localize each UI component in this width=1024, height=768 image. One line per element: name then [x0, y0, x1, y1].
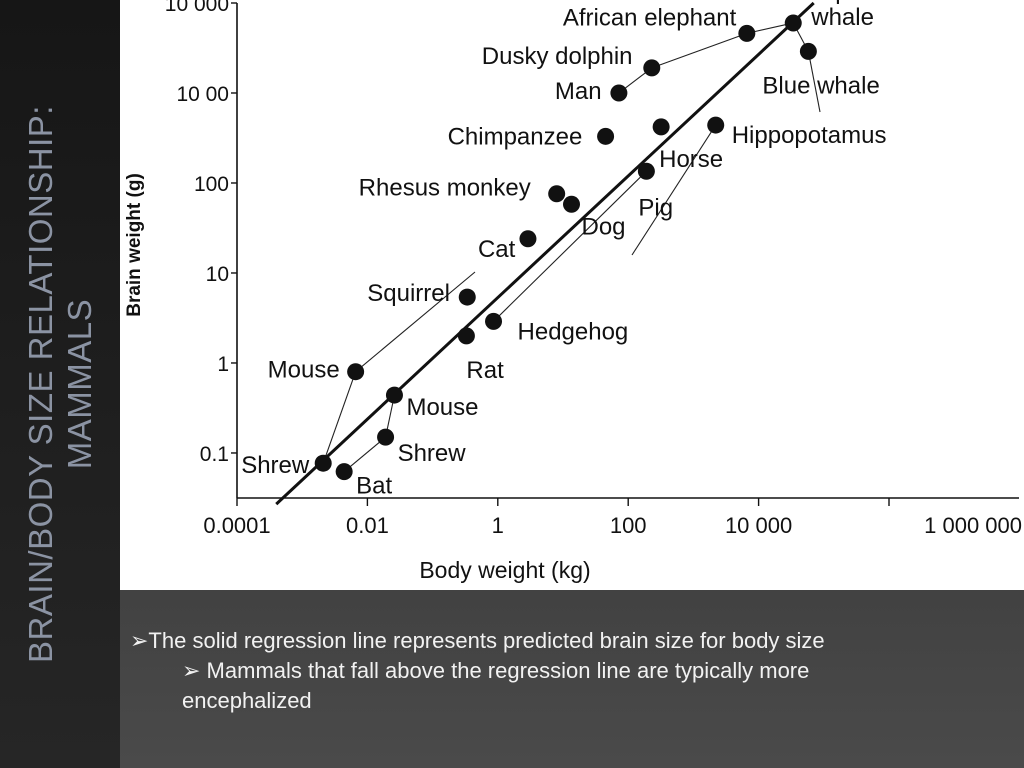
y-tick-label: 10 00: [176, 83, 229, 106]
data-point: [385, 386, 403, 404]
point-label-whale: whale: [810, 4, 874, 31]
point-label: Hedgehog: [518, 318, 629, 345]
data-point: [458, 288, 476, 306]
point-label: Pig: [638, 194, 673, 221]
data-point: [799, 42, 817, 60]
point-label-sperm: Sperm: [819, 0, 890, 5]
data-point: [562, 195, 580, 213]
point-label: Shrew: [398, 440, 467, 467]
x-tick-label: 10 000: [725, 513, 792, 538]
bullet-regression-line: ➢The solid regression line represents pr…: [130, 628, 825, 653]
x-tick-label: 100: [610, 513, 647, 538]
x-tick-label: 1: [492, 513, 504, 538]
data-point: [637, 162, 655, 180]
point-label: Rhesus monkey: [359, 175, 531, 202]
bullet-encephalized-line1: Mammals that fall above the regression l…: [200, 658, 810, 683]
point-label: Mouse: [268, 357, 340, 384]
data-point: [597, 127, 615, 145]
data-point: [738, 24, 756, 42]
y-tick-label: 10 000: [165, 0, 229, 16]
y-tick-label: 10: [206, 263, 229, 286]
data-point: [643, 59, 661, 77]
data-point: [314, 454, 332, 472]
bullet-encephalized: ➢ Mammals that fall above the regression…: [182, 656, 1010, 686]
point-label: Shrew: [241, 452, 310, 479]
data-point: [707, 116, 725, 134]
point-label: Hippopotamus: [732, 122, 887, 149]
group-trend-line: [807, 51, 821, 113]
data-point: [519, 230, 537, 248]
slide-title: BRAIN/BODY SIZE RELATIONSHIP: MAMMALS: [21, 34, 99, 734]
point-label: Bat: [356, 473, 392, 500]
x-tick-label: 0.0001: [203, 513, 270, 538]
x-tick-label: 1 000 000: [924, 513, 1022, 538]
data-point: [485, 312, 503, 330]
data-point: [548, 185, 566, 203]
x-axis-label: Body weight (kg): [419, 557, 590, 583]
group-trend-line: [631, 124, 717, 256]
data-point: [457, 327, 475, 345]
y-tick-label: 0.1: [200, 443, 229, 466]
data-point: [784, 14, 802, 32]
x-tick-label: 0.01: [346, 513, 389, 538]
point-label: Blue whale: [762, 72, 879, 99]
data-point: [335, 463, 353, 481]
group-trend-line: [322, 371, 357, 464]
group-trend-line: [355, 271, 476, 373]
group-trend-line: [493, 170, 647, 322]
y-tick-label: 100: [194, 173, 229, 196]
data-point: [610, 84, 628, 102]
data-point: [347, 363, 365, 381]
bullet-marker-icon: ➢: [182, 658, 201, 683]
chart-panel: 0.0001 0.01 1 100 10 000 1 000 000 0.1 1 10 100 10…: [120, 0, 1024, 590]
point-label: African elephant: [563, 4, 737, 31]
y-axis-label: Brain weight (g): [124, 173, 145, 317]
data-point: [652, 118, 670, 136]
point-label: Dog: [581, 213, 625, 240]
point-label: Cat: [478, 236, 516, 263]
group-trend-line: [651, 32, 748, 69]
brain-body-scatter-chart: 0.0001 0.01 1 100 10 000 1 000 000 0.1 1 10 100 10…: [124, 0, 1022, 583]
group-trend-line: [343, 436, 386, 473]
point-label: Dusky dolphin: [482, 43, 633, 70]
point-label: Squirrel: [367, 280, 450, 307]
data-point: [377, 428, 395, 446]
slide-title-line2: MAMMALS: [61, 298, 98, 470]
y-tick-label: 1: [217, 353, 229, 376]
regression-line: [275, 1, 815, 506]
point-label: Man: [555, 78, 602, 105]
point-label: Horse: [659, 146, 723, 173]
point-label: Mouse: [406, 394, 478, 421]
title-band: [0, 0, 120, 768]
slide-title-line1: BRAIN/BODY SIZE RELATIONSHIP:: [22, 105, 59, 663]
point-label: Chimpanzee: [448, 123, 583, 150]
bullet-list: ➢The solid regression line represents pr…: [130, 626, 1010, 716]
point-label: Rat: [466, 357, 504, 384]
bullet-encephalized-line2: encephalized: [182, 688, 312, 713]
